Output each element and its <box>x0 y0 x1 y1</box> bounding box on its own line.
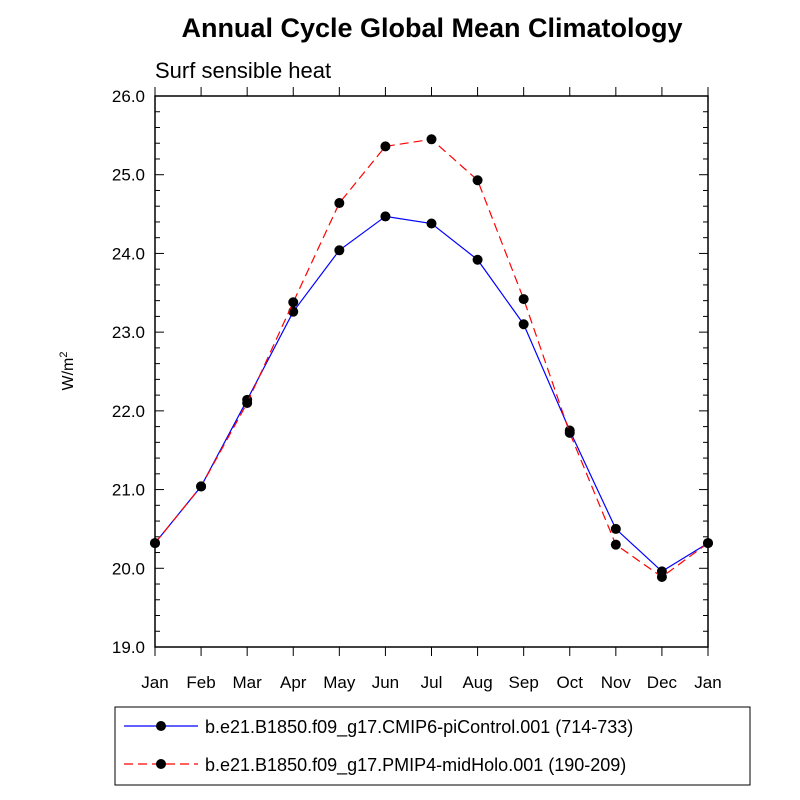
x-tick-label: Dec <box>647 673 678 692</box>
legend: b.e21.B1850.f09_g17.CMIP6-piControl.001 … <box>114 706 751 786</box>
y-tick-label: 21.0 <box>112 481 145 500</box>
chart-subtitle: Surf sensible heat <box>155 58 331 83</box>
plot-frame <box>154 95 709 648</box>
x-tick-label: Jun <box>372 673 399 692</box>
data-point <box>703 538 713 549</box>
series-line <box>154 215 709 573</box>
x-tick-label: Jul <box>421 673 443 692</box>
plot-area: 19.0 20.0 21.0 22.0 23.0 24.0 25.0 26.0 Jan Feb Ma… <box>112 87 722 692</box>
data-point <box>380 141 391 152</box>
y-axis-label: W/m2 <box>58 352 77 391</box>
chart-title: Annual Cycle Global Mean Climatology <box>181 13 682 43</box>
series-1 <box>150 211 713 577</box>
x-tick-label: Aug <box>462 673 492 692</box>
x-tick-label: Oct <box>557 673 584 692</box>
x-tick-label: Jan <box>694 673 721 692</box>
data-point <box>610 539 621 550</box>
x-tick-label: Nov <box>601 673 632 692</box>
data-point <box>242 397 253 408</box>
y-tick-label: 26.0 <box>112 87 145 106</box>
y-tick-label: 20.0 <box>112 559 145 578</box>
data-point <box>334 245 345 256</box>
y-tick-label: 19.0 <box>112 638 145 657</box>
y-tick-label: 24.0 <box>112 244 145 263</box>
y-axis-label-exponent: 2 <box>58 352 70 358</box>
x-tick-label: Sep <box>509 673 539 692</box>
data-point <box>518 319 529 330</box>
x-tick-label: May <box>323 673 356 692</box>
legend-marker <box>156 759 166 769</box>
data-point <box>472 254 483 265</box>
y-tick-label: 25.0 <box>112 166 145 185</box>
data-point <box>288 306 299 317</box>
x-tick-label: Jan <box>141 673 168 692</box>
legend-marker <box>156 721 166 731</box>
x-tick-label: Mar <box>233 673 263 692</box>
data-point <box>564 427 575 438</box>
data-point <box>196 481 207 492</box>
data-point <box>426 134 437 145</box>
y-axis-label-unit: W/m <box>60 358 77 391</box>
y-tick-label: 23.0 <box>112 323 145 342</box>
y-tick-label: 22.0 <box>112 402 145 421</box>
legend-label: b.e21.B1850.f09_g17.PMIP4-midHolo.001 (1… <box>205 755 626 776</box>
data-point <box>518 294 529 305</box>
series-line <box>154 138 709 578</box>
data-point <box>380 211 391 222</box>
data-point <box>334 198 345 209</box>
x-tick-label: Apr <box>280 673 307 692</box>
data-point <box>288 297 299 308</box>
x-tick-label: Feb <box>186 673 215 692</box>
series-2 <box>150 134 713 582</box>
data-point <box>656 571 667 582</box>
legend-label: b.e21.B1850.f09_g17.CMIP6-piControl.001 … <box>205 717 633 738</box>
data-point <box>150 538 160 549</box>
data-point <box>426 218 437 229</box>
data-point <box>610 523 621 534</box>
data-point <box>472 175 483 186</box>
legend-box <box>114 706 751 786</box>
